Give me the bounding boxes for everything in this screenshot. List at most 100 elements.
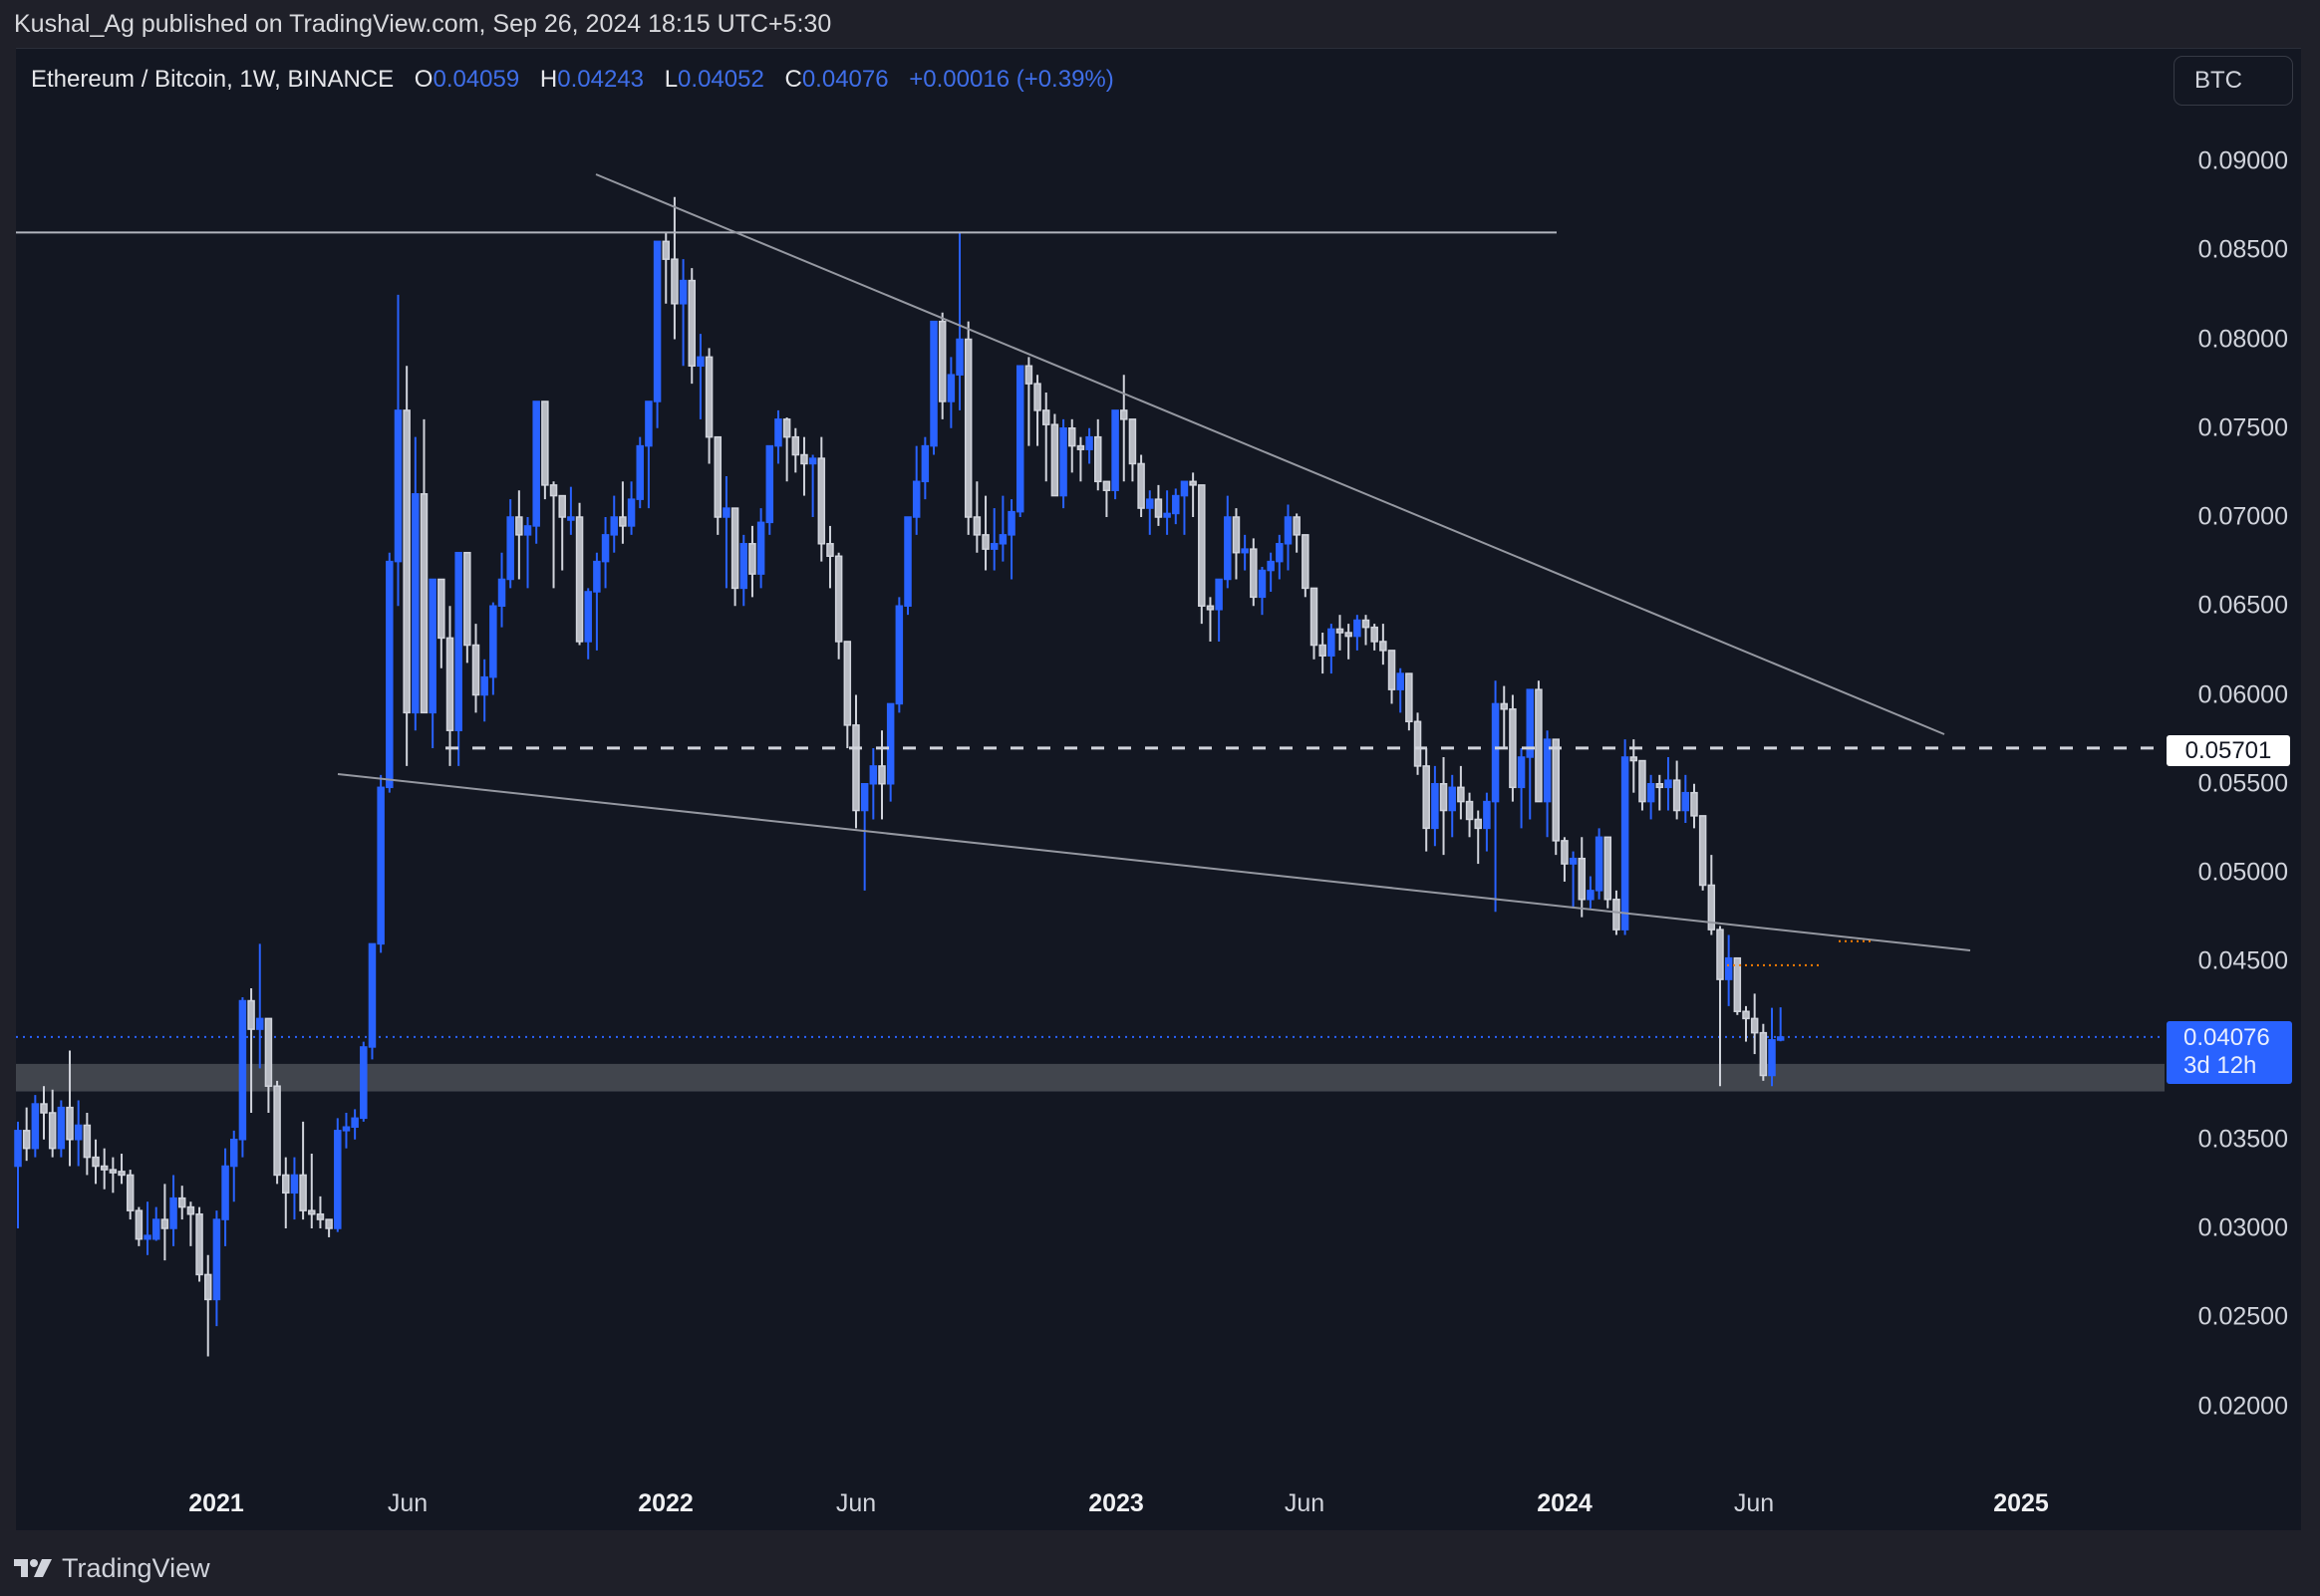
candle-body bbox=[1387, 650, 1396, 690]
candle-body bbox=[679, 279, 688, 305]
candle-body bbox=[394, 409, 403, 563]
currency-button[interactable]: BTC bbox=[2174, 56, 2293, 106]
candle-body bbox=[1024, 365, 1033, 385]
candle-body bbox=[1664, 779, 1672, 789]
candle-body bbox=[1008, 510, 1015, 536]
candle-body bbox=[238, 999, 247, 1141]
candle-body bbox=[610, 516, 618, 536]
candle-body bbox=[497, 578, 506, 607]
publisher-info: Kushal_Ag published on TradingView.com, … bbox=[14, 10, 832, 38]
candle-body bbox=[748, 543, 756, 575]
candle-body bbox=[860, 783, 869, 812]
candle-body bbox=[230, 1139, 238, 1168]
candle-body bbox=[774, 418, 782, 447]
candle-body bbox=[1578, 857, 1587, 901]
candle-body bbox=[437, 578, 445, 640]
candle-body bbox=[601, 534, 610, 563]
candle-body bbox=[593, 560, 601, 593]
candle-body bbox=[1120, 409, 1128, 420]
candle-body bbox=[817, 457, 826, 545]
candle-body bbox=[1267, 560, 1275, 572]
footer-brand[interactable]: TradingView bbox=[14, 1550, 210, 1586]
low-label: L bbox=[664, 66, 679, 93]
candle-body bbox=[834, 555, 843, 643]
candle-body bbox=[791, 435, 800, 456]
candle-body bbox=[1250, 548, 1258, 599]
candle-body bbox=[1111, 409, 1119, 491]
candle-body bbox=[714, 435, 723, 518]
time-tick-label: 2023 bbox=[1088, 1489, 1144, 1517]
candle-body bbox=[325, 1218, 333, 1229]
candle-body bbox=[74, 1124, 83, 1141]
candle-body bbox=[22, 1130, 31, 1150]
time-tick-label: 2024 bbox=[1537, 1489, 1593, 1517]
time-tick-label: Jun bbox=[1733, 1489, 1775, 1517]
price-tick-label: 0.06000 bbox=[2197, 680, 2288, 708]
open-value: 0.04059 bbox=[433, 66, 520, 93]
candle-body bbox=[1569, 857, 1578, 865]
candle-body bbox=[1067, 427, 1076, 447]
candle-body bbox=[653, 240, 662, 402]
candle-body bbox=[169, 1197, 177, 1229]
candle-body bbox=[1620, 756, 1629, 931]
price-tick-label: 0.08000 bbox=[2197, 325, 2288, 353]
candle-body bbox=[273, 1085, 281, 1177]
chart-panel[interactable] bbox=[16, 48, 2301, 1530]
candle-body bbox=[1232, 516, 1241, 554]
candle-body bbox=[990, 543, 999, 550]
candle-body bbox=[429, 578, 436, 714]
time-tick-label: Jun bbox=[387, 1489, 429, 1517]
candle-body bbox=[256, 1017, 264, 1030]
candle-body bbox=[1439, 783, 1448, 812]
candle-body bbox=[627, 498, 636, 527]
candle-body bbox=[756, 521, 765, 575]
candle-body bbox=[523, 525, 532, 536]
candle-body bbox=[705, 356, 714, 438]
candle-body bbox=[938, 320, 947, 402]
candle-body bbox=[351, 1117, 359, 1129]
candle-body bbox=[445, 637, 454, 731]
candle-body bbox=[930, 320, 938, 447]
candle-body bbox=[160, 1218, 169, 1229]
candle-body bbox=[386, 560, 394, 789]
candle-body bbox=[852, 724, 860, 812]
candle-body bbox=[1327, 628, 1335, 657]
candle-body bbox=[126, 1174, 135, 1211]
candle-body bbox=[195, 1212, 203, 1276]
price-tick-label: 0.02500 bbox=[2197, 1302, 2288, 1331]
high-value: 0.04243 bbox=[557, 66, 645, 93]
candle-body bbox=[671, 258, 679, 305]
candle-body bbox=[1076, 444, 1085, 450]
candle-body bbox=[723, 507, 730, 518]
price-tick-label: 0.07000 bbox=[2197, 502, 2288, 531]
time-tick-label: 2025 bbox=[1993, 1489, 2049, 1517]
candle-body bbox=[558, 494, 566, 518]
candle-body bbox=[144, 1234, 151, 1240]
candle-body bbox=[662, 240, 670, 260]
candle-body bbox=[1335, 628, 1344, 634]
bar-countdown: 3d 12h bbox=[2183, 1052, 2257, 1079]
candle-body bbox=[1724, 956, 1733, 980]
candle-body bbox=[83, 1124, 92, 1159]
candle-body bbox=[1422, 765, 1430, 830]
candle-body bbox=[420, 493, 429, 714]
candle-body bbox=[1405, 672, 1413, 723]
tradingview-logo-icon bbox=[14, 1559, 52, 1577]
candle-body bbox=[1413, 720, 1422, 767]
candle-body bbox=[480, 675, 488, 696]
candle-body bbox=[282, 1174, 290, 1195]
candle-body bbox=[1603, 836, 1612, 901]
candle-body bbox=[1690, 791, 1698, 817]
candle-body bbox=[100, 1165, 109, 1171]
close-value: 0.04076 bbox=[801, 66, 889, 93]
candle-body bbox=[1431, 783, 1439, 830]
candle-body bbox=[999, 534, 1008, 545]
candle-body bbox=[645, 400, 653, 447]
candle-body bbox=[1344, 632, 1352, 638]
candle-body bbox=[368, 942, 377, 1048]
candle-body bbox=[377, 786, 385, 945]
candle-body bbox=[1189, 480, 1197, 486]
candle-body bbox=[1094, 435, 1102, 483]
candle-body bbox=[567, 516, 575, 521]
